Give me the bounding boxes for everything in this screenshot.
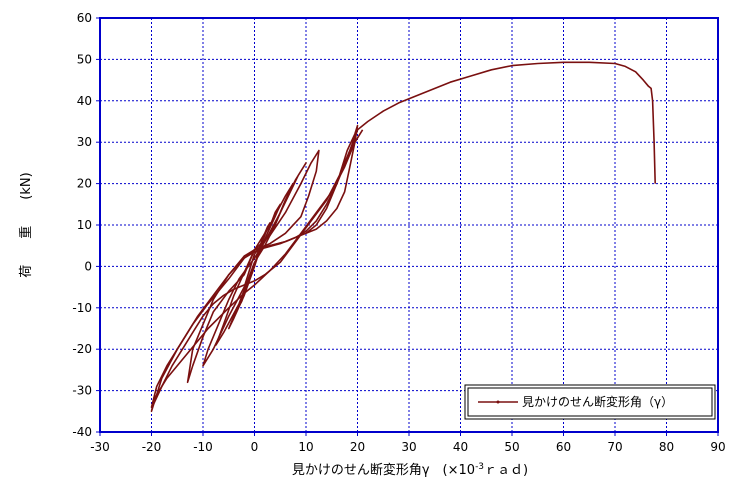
hysteresis-loop [150,129,364,413]
y-tick-label: 10 [77,218,92,232]
y-tick-label: -10 [72,301,92,315]
x-tick-label: -30 [90,440,110,454]
x-tick-label: 50 [504,440,519,454]
envelope-curve [356,61,656,184]
grid [100,18,718,432]
y-tick-label: 0 [84,259,92,273]
x-tick-label: 0 [251,440,259,454]
legend-entry-label: 見かけのせん断変形角（γ） [522,394,673,409]
x-tick-label: 90 [710,440,725,454]
y-tick-label: 50 [77,52,92,66]
y-tick-label: 30 [77,135,92,149]
legend: 見かけのせん断変形角（γ） [464,384,716,420]
x-tick-label: 40 [453,440,468,454]
x-tick-label: 60 [556,440,571,454]
x-tick-label: 20 [350,440,365,454]
y-tick-label: -20 [72,342,92,356]
plot-area [150,61,656,413]
x-axis-label: 見かけのせん断変形角γ (×10-3ｒａｄ) [292,462,528,478]
x-tick-label: 70 [607,440,622,454]
hysteresis-loop [202,162,307,367]
x-tick-label: -10 [193,440,213,454]
y-tick-label: 40 [77,94,92,108]
y-tick-label: -40 [72,425,92,439]
x-axis-label-unit: ｒａｄ) [484,463,528,478]
y-axis-label: 荷 重 (kN) [18,172,34,277]
tick-labels: -30 -20 -10 0 10 20 30 40 50 60 70 80 90-40-30-20-10… [72,11,725,454]
hysteresis-loop [150,124,359,408]
x-tick-label: 30 [401,440,416,454]
x-tick-label: 10 [298,440,313,454]
y-tick-label: 60 [77,11,92,25]
y-tick-label: 20 [77,177,92,191]
x-axis-label-exponent: -3 [475,462,484,472]
plot-frame [99,17,719,433]
x-axis-label-main: 見かけのせん断変形角γ (×10 [292,462,475,478]
x-tick-label: 80 [659,440,674,454]
y-tick-label: -30 [72,384,92,398]
x-tick-label: -20 [142,440,162,454]
legend-marker [496,400,500,404]
